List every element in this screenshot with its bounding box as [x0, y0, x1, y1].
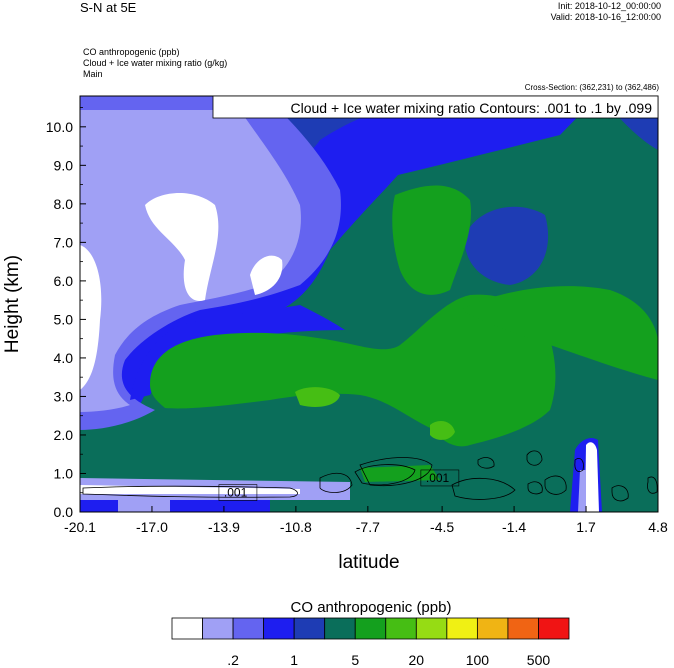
- contour-line: [477, 457, 495, 469]
- y-tick-label: 6.0: [54, 273, 74, 289]
- y-axis-label: Height (km): [2, 255, 23, 353]
- x-tick-label: -7.7: [356, 519, 380, 535]
- contour-line: [354, 464, 416, 486]
- colorbar-swatch: [263, 617, 295, 640]
- colorbar-title: CO anthropogenic (ppb): [291, 599, 452, 616]
- x-axis-label: latitude: [338, 552, 399, 573]
- y-tick-label: 9.0: [54, 157, 74, 173]
- field-green-core: [150, 294, 556, 447]
- field-co-label: CO anthropogenic (ppb): [83, 47, 180, 57]
- contour-line: [611, 485, 629, 502]
- colorbar-swatch: [171, 617, 203, 640]
- colorbar-label: 1: [290, 652, 298, 668]
- field-blue-band: [130, 305, 345, 400]
- contour-label: .001: [426, 471, 450, 485]
- y-tick-label: 7.0: [54, 234, 74, 250]
- colorbar-swatch: [354, 617, 387, 640]
- colorbar-swatch: [507, 617, 539, 640]
- x-tick-label: -20.1: [64, 519, 96, 535]
- plot-title: S-N at 5E: [80, 0, 137, 15]
- field-green-band: [460, 286, 658, 380]
- field-column-lavender: [578, 470, 586, 512]
- contour-labels: .001 .001: [218, 469, 460, 501]
- x-tick-label: -1.4: [502, 519, 526, 535]
- contour-line: [574, 458, 584, 472]
- colorbar-swatch: [415, 617, 448, 640]
- colorbar-swatch: [538, 617, 570, 640]
- colorbar-swatch: [324, 617, 356, 640]
- y-tick-label: 3.0: [54, 388, 74, 404]
- contour-line: [319, 472, 353, 493]
- field-darkblue-patch: [464, 206, 549, 285]
- x-axis: -20.1 -17.0 -13.9 -10.8 -7.7 -4.5 -1.4 1.7 4.8: [64, 506, 668, 535]
- x-tick-label: 4.8: [648, 519, 668, 535]
- colorbar-swatch: [293, 617, 326, 640]
- contour-line: [647, 476, 658, 494]
- contour-line: [451, 477, 516, 500]
- field-white-patch: [145, 192, 219, 301]
- colorbar-labels: .2 1 5 20 100 500: [227, 652, 550, 668]
- field-column-white: [585, 442, 599, 512]
- y-tick-label: 2.0: [54, 427, 74, 443]
- y-tick-label: 0.0: [54, 504, 74, 520]
- field-main-label: Main: [83, 69, 103, 79]
- colorbar-swatch: [202, 617, 234, 640]
- x-tick-label: -4.5: [430, 519, 454, 535]
- contour-line: [82, 485, 298, 498]
- y-tick-label: 4.0: [54, 350, 74, 366]
- field-surface-blue: [80, 500, 270, 512]
- contour-info-box: Cloud + Ice water mixing ratio Contours:…: [212, 95, 659, 119]
- colorbar: [171, 617, 570, 640]
- contour-line: [544, 475, 567, 495]
- field-green-right: [392, 185, 471, 295]
- x-tick-label: -17.0: [136, 519, 168, 535]
- field-surface-green: [360, 465, 440, 482]
- contour-line: [527, 481, 543, 495]
- field-yellowgreen-spot: [295, 387, 340, 407]
- contour-label: .001: [224, 486, 248, 500]
- contour-label-box: [218, 484, 258, 501]
- field-cloud-label: Cloud + Ice water mixing ratio (g/kg): [83, 58, 228, 68]
- colorbar-swatch: [446, 617, 478, 640]
- co-field-fill: [80, 96, 658, 512]
- colorbar-label: .2: [227, 652, 239, 668]
- colorbar-swatch: [385, 617, 417, 640]
- contour-info-text: Cloud + Ice water mixing ratio Contours:…: [291, 100, 653, 116]
- x-tick-label: -10.8: [280, 519, 312, 535]
- field-yellowgreen-spot: [430, 420, 455, 440]
- valid-time: Valid: 2018-10-16_12:00:00: [550, 12, 661, 22]
- field-surface-lavender: [118, 500, 170, 512]
- colorbar-label: 500: [527, 652, 551, 668]
- time-info: Init: 2018-10-12_00:00:00 Valid: 2018-10…: [551, 1, 661, 23]
- y-tick-label: 10.0: [46, 119, 73, 135]
- cloud-contours: [82, 450, 658, 502]
- x-tick-label: 1.7: [576, 519, 596, 535]
- cross-section-label: Cross-Section: (362,231) to (362,486): [524, 83, 659, 92]
- field-info: CO anthropogenic (ppb) Cloud + Ice water…: [83, 47, 227, 80]
- colorbar-label: 20: [409, 652, 425, 668]
- colorbar-label: 5: [351, 652, 359, 668]
- field-white-patch: [250, 255, 283, 295]
- x-tick-label: -13.9: [208, 519, 240, 535]
- field-surface-white: [80, 485, 300, 494]
- init-time: Init: 2018-10-12_00:00:00: [557, 1, 661, 11]
- contour-line: [526, 450, 543, 466]
- y-axis: 0.0 1.0 2.0 3.0 4.0 5.0 6.0 7.0 8.0 9.0 10.0: [46, 107, 86, 520]
- y-tick-label: 1.0: [54, 465, 74, 481]
- contour-info-frame: [212, 95, 659, 119]
- y-tick-label: 8.0: [54, 196, 74, 212]
- colorbar-swatch: [476, 617, 509, 640]
- colorbar-label: 100: [466, 652, 490, 668]
- contour-label-box: [420, 469, 460, 487]
- contour-line: [359, 457, 433, 486]
- y-tick-label: 5.0: [54, 311, 74, 327]
- colorbar-swatch: [232, 617, 265, 640]
